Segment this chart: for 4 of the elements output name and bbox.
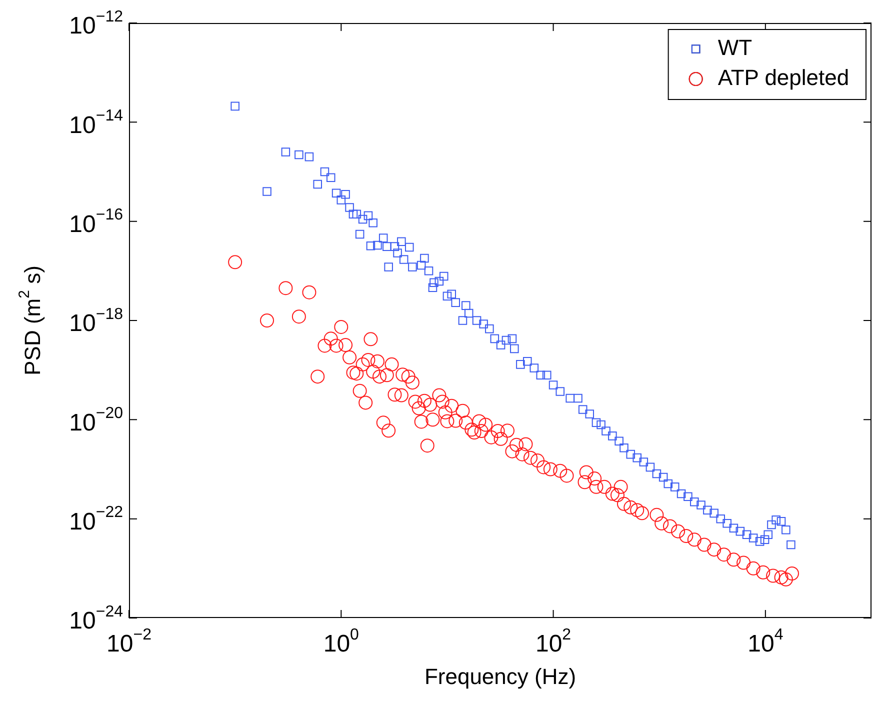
legend-label: WT: [718, 35, 752, 60]
y-axis-title: PSD (m2 s): [16, 266, 46, 376]
x-axis-title: Frequency (Hz): [424, 664, 576, 690]
legend-label: ATP depleted: [718, 65, 850, 90]
